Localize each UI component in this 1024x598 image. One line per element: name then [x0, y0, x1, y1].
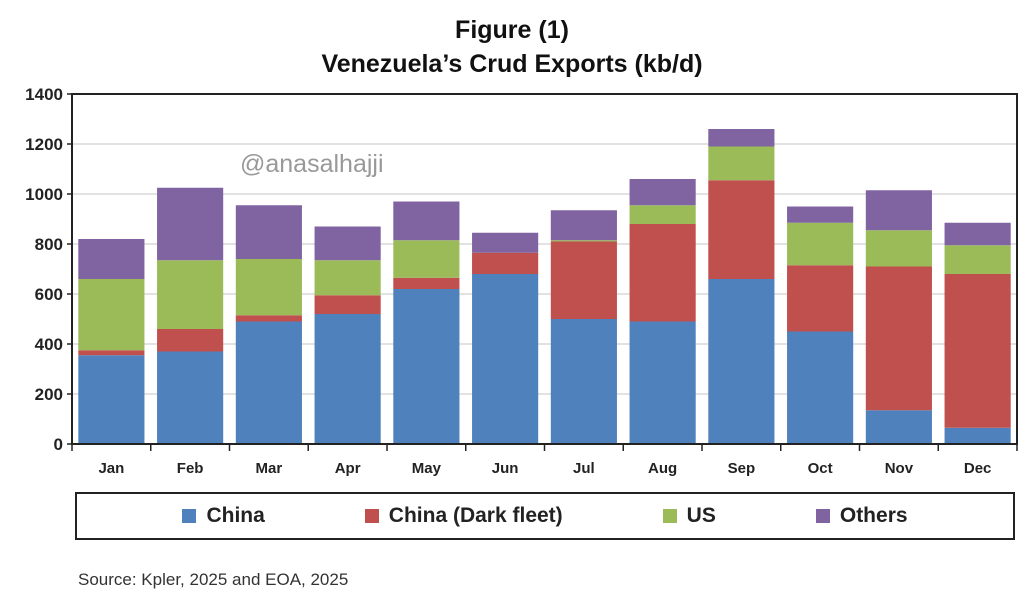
bar-mar-series-0: [235, 321, 302, 444]
legend-label: US: [686, 504, 716, 527]
bar-oct-series-2: [787, 222, 854, 266]
bar-mar-series-1: [235, 315, 302, 322]
bar-jun-series-1: [472, 252, 539, 274]
y-tick-label: 400: [35, 335, 63, 354]
bar-sep-series-1: [708, 180, 775, 279]
bar-feb-series-3: [157, 187, 224, 261]
bar-jun-series-0: [472, 274, 539, 444]
x-tick-label: Oct: [808, 460, 833, 477]
x-tick-label: Jun: [492, 460, 519, 477]
bar-apr-series-1: [314, 295, 381, 314]
legend-item: China (Dark fleet): [364, 504, 563, 528]
source-note: Source: Kpler, 2025 and EOA, 2025: [78, 570, 349, 589]
bar-apr-series-2: [314, 260, 381, 296]
legend-item: US: [662, 504, 716, 528]
plot-border: [71, 93, 1018, 445]
x-tick-label: Feb: [177, 460, 204, 477]
y-tick-label: 1000: [25, 185, 63, 204]
bar-may-series-0: [393, 289, 460, 444]
watermark: @anasalhajji: [240, 150, 384, 178]
bar-aug-series-2: [629, 205, 696, 224]
bar-dec-series-1: [944, 274, 1011, 428]
bar-jan-series-1: [78, 350, 145, 356]
x-tick-label: Mar: [256, 460, 283, 477]
bar-aug-series-0: [629, 321, 696, 444]
x-tick-label: May: [412, 460, 442, 477]
y-tick-label: 1400: [25, 85, 63, 104]
chart-title: Figure (1): [455, 16, 569, 44]
y-tick-label: 800: [35, 235, 63, 254]
legend-item: China: [182, 504, 265, 528]
bar-dec-series-2: [944, 245, 1011, 274]
x-tick-label: Jan: [98, 460, 124, 477]
bar-oct-series-1: [787, 265, 854, 332]
x-tick-label: Nov: [885, 460, 914, 477]
y-tick-label: 600: [35, 285, 63, 304]
x-tick-label: Aug: [648, 460, 677, 477]
bar-may-series-2: [393, 240, 460, 278]
bar-sep-series-2: [708, 146, 775, 181]
legend-label: Others: [839, 504, 908, 527]
bar-nov-series-3: [865, 190, 932, 231]
bar-feb-series-0: [157, 351, 224, 444]
bar-nov-series-0: [865, 410, 932, 444]
y-tick-label: 0: [54, 435, 63, 454]
x-tick-label: Jul: [573, 460, 595, 477]
bar-jul-series-2: [550, 240, 617, 242]
legend-label: China (Dark fleet): [388, 504, 563, 527]
bar-mar-series-2: [235, 259, 302, 316]
x-tick-label: Dec: [964, 460, 992, 477]
legend-swatch: [182, 509, 197, 523]
x-tick-label: Apr: [335, 460, 361, 477]
bar-jun-series-3: [472, 232, 539, 253]
bar-apr-series-3: [314, 226, 381, 261]
legend-label: China: [206, 504, 265, 527]
bar-jan-series-2: [78, 279, 145, 351]
bar-aug-series-3: [629, 179, 696, 206]
chart-subtitle: Venezuela’s Crud Exports (kb/d): [321, 50, 703, 78]
bar-jan-series-0: [78, 355, 145, 444]
legend-item: Others: [815, 504, 908, 528]
bar-nov-series-1: [865, 266, 932, 411]
bar-apr-series-0: [314, 314, 381, 444]
bar-feb-series-2: [157, 260, 224, 329]
bar-feb-series-1: [157, 329, 224, 352]
bar-dec-series-3: [944, 222, 1011, 246]
bar-may-series-3: [393, 201, 460, 241]
legend-swatch: [662, 509, 677, 523]
y-tick-label: 200: [35, 385, 63, 404]
bar-sep-series-0: [708, 279, 775, 444]
bar-jan-series-3: [78, 239, 145, 279]
legend: China China (Dark fleet) US Others: [75, 492, 1015, 540]
bar-may-series-1: [393, 277, 460, 289]
bar-aug-series-1: [629, 224, 696, 322]
bar-jul-series-3: [550, 210, 617, 241]
bar-oct-series-3: [787, 206, 854, 223]
bar-mar-series-3: [235, 205, 302, 259]
bar-jul-series-1: [550, 241, 617, 319]
bar-sep-series-3: [708, 129, 775, 147]
bar-dec-series-0: [944, 427, 1011, 444]
legend-swatch: [815, 509, 830, 523]
bar-jul-series-0: [550, 319, 617, 444]
bar-nov-series-2: [865, 230, 932, 267]
y-tick-label: 1200: [25, 135, 63, 154]
bar-oct-series-0: [787, 331, 854, 444]
x-tick-label: Sep: [728, 460, 756, 477]
legend-swatch: [364, 509, 379, 523]
